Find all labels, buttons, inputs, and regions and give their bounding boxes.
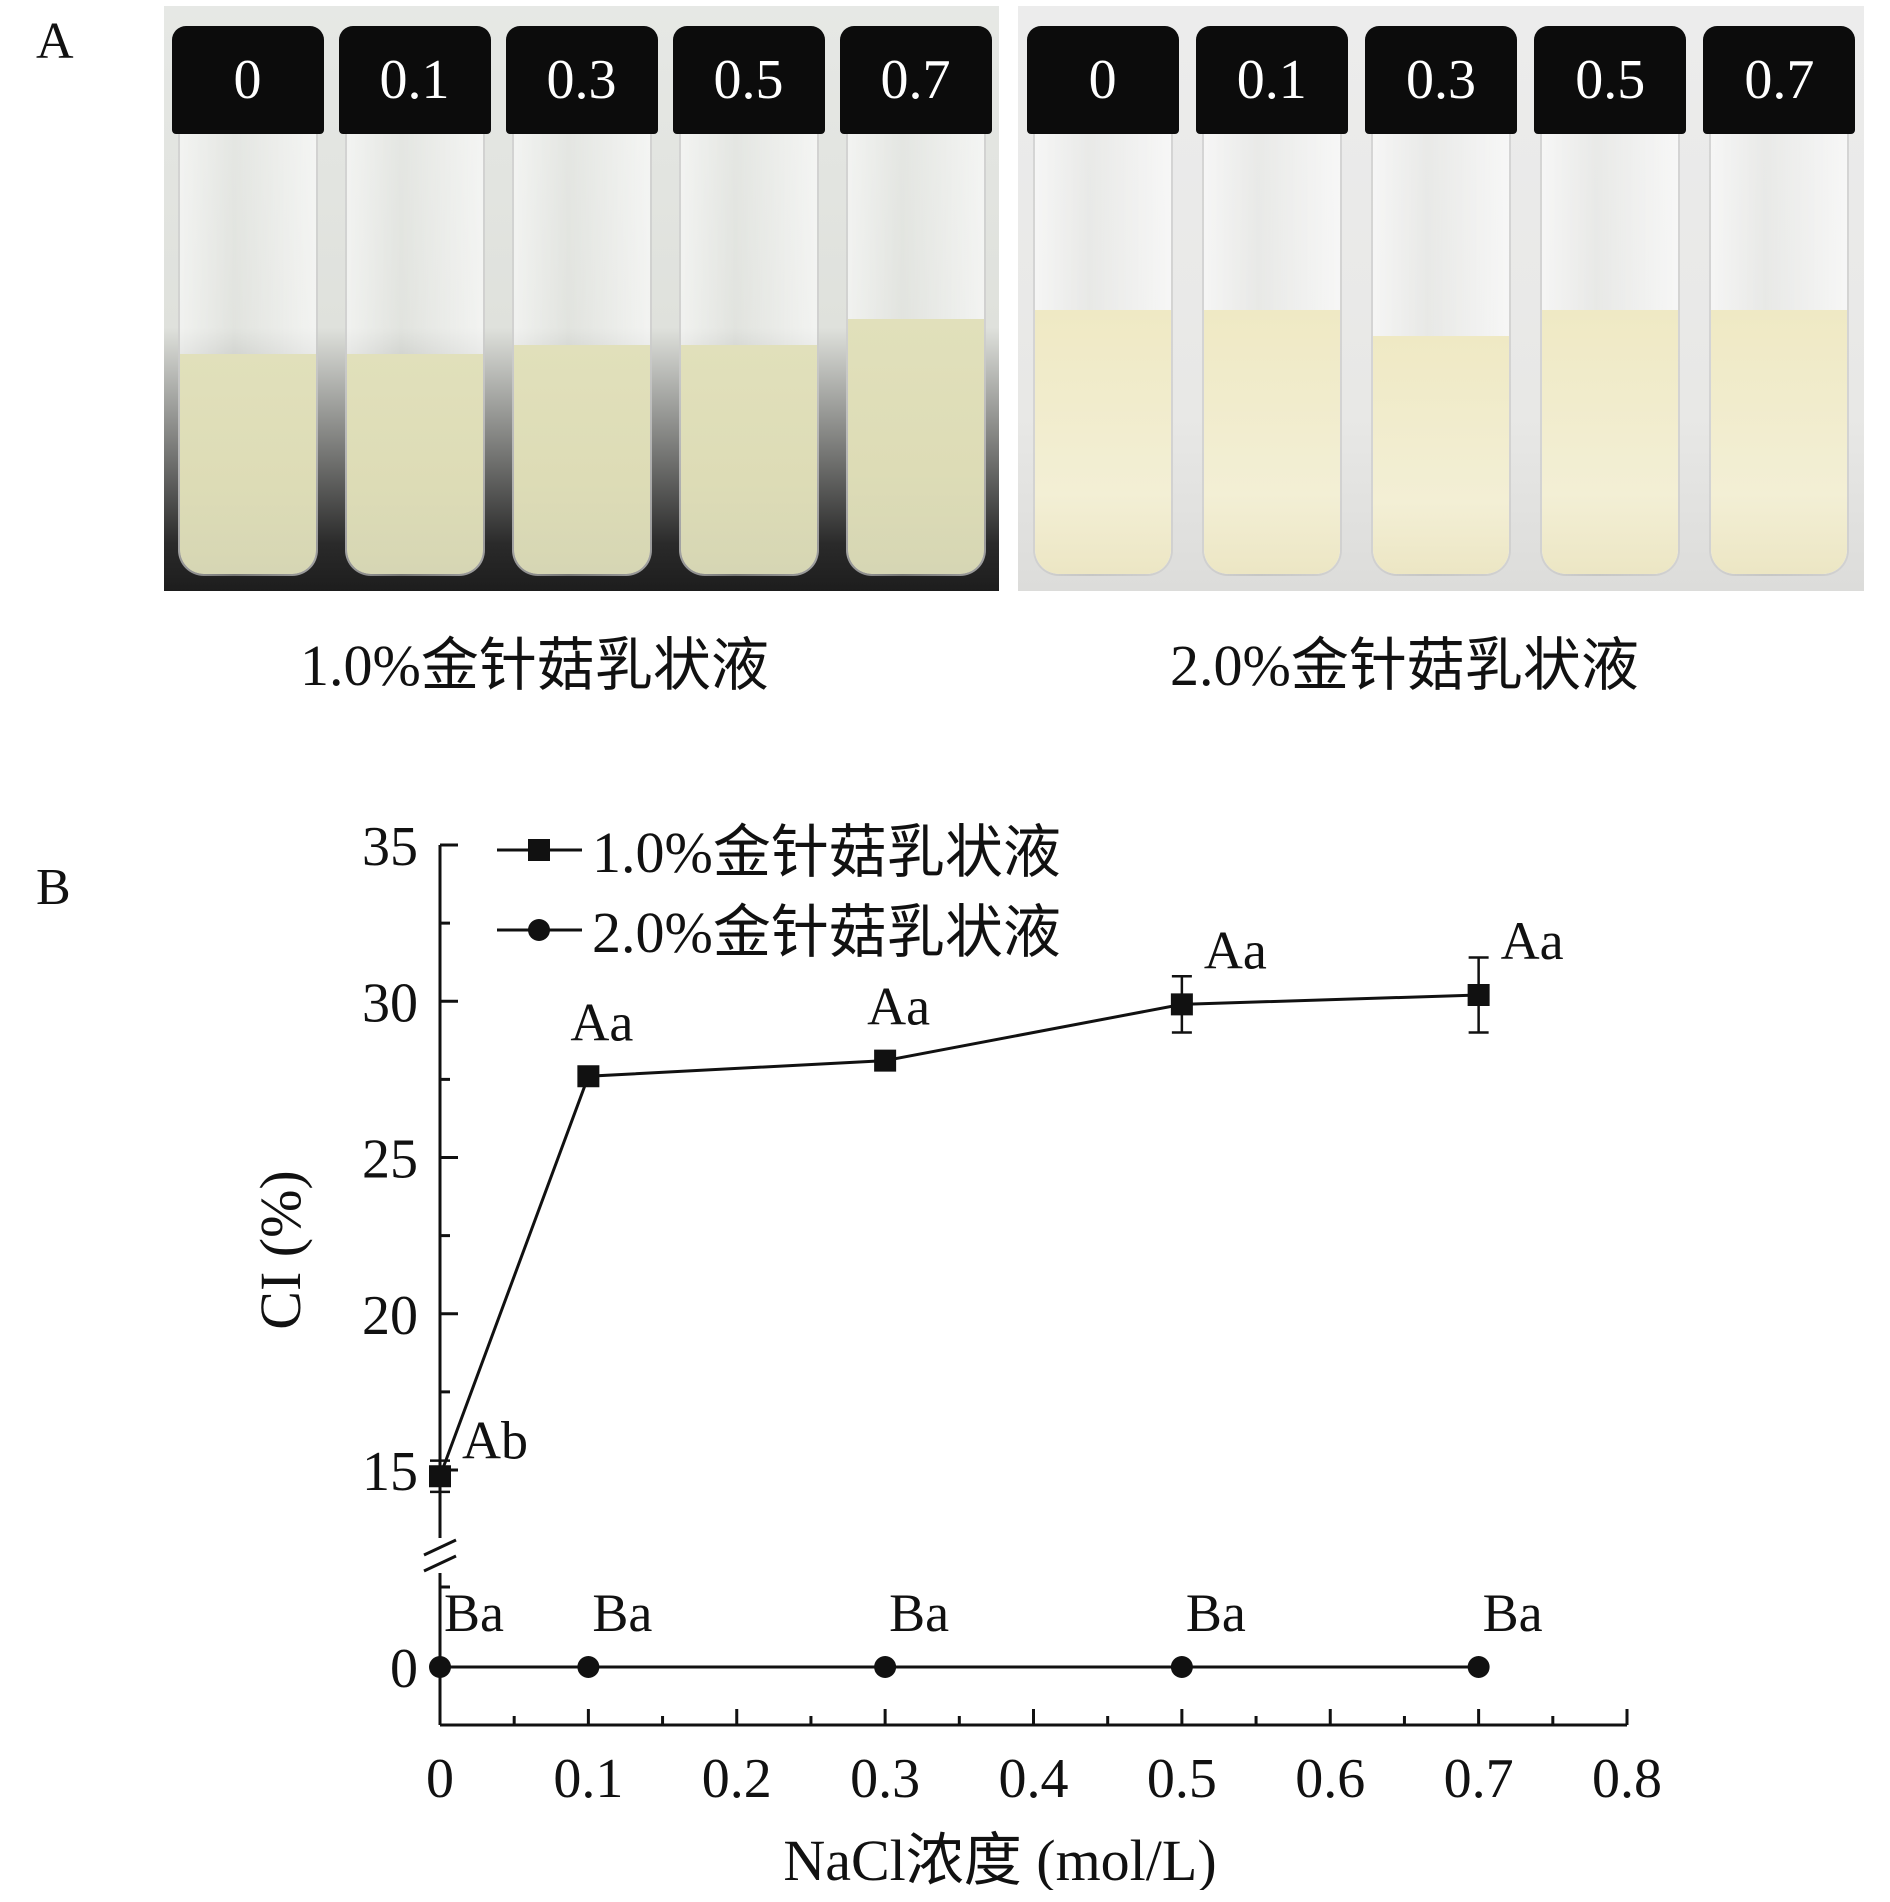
y-tick-label: 30 <box>362 972 418 1034</box>
data-point-square <box>1170 993 1193 1016</box>
y-tick-label: 0 <box>390 1638 418 1700</box>
emulsion-liquid <box>346 354 483 574</box>
axis-break-mark <box>423 1554 457 1573</box>
x-axis-ticks: 0 0.1 0.2 0.3 0.4 0.5 0.6 0.7 0.8 <box>426 1709 1662 1810</box>
emulsion-liquid <box>179 354 316 574</box>
legend-marker-circle <box>528 919 550 941</box>
vials-photo-1-percent: 0 0.1 0.3 0.5 0.7 <box>164 6 999 591</box>
significance-label: Aa <box>570 992 633 1052</box>
x-tick-label: 0.7 <box>1444 1748 1514 1810</box>
chart-legend: 1.0%金针菇乳状液 2.0%金针菇乳状液 <box>497 820 1061 965</box>
y-tick-label: 20 <box>362 1285 418 1347</box>
x-tick-label: 0.3 <box>850 1748 920 1810</box>
vial-right-2: 0.3 <box>1365 6 1517 576</box>
vial-glass <box>344 134 485 576</box>
vial-cap-label: 0.5 <box>1534 26 1687 134</box>
data-point-circle <box>874 1656 897 1678</box>
axis-break-mark <box>423 1538 457 1557</box>
emulsion-liquid <box>513 345 650 574</box>
emulsion-liquid <box>1542 310 1679 574</box>
data-point-circle <box>1170 1656 1193 1678</box>
vial-left-0: 0 <box>171 6 324 576</box>
significance-label: Ba <box>592 1583 652 1643</box>
vial-cap-label: 0 <box>171 26 324 134</box>
significance-label: Aa <box>1501 911 1564 971</box>
vial-glass <box>511 134 652 576</box>
significance-label: Aa <box>867 977 930 1037</box>
vial-cap-label: 0 <box>1026 26 1179 134</box>
vial-glass <box>1032 134 1173 576</box>
x-tick-label: 0.1 <box>553 1748 623 1810</box>
significance-label: Ba <box>889 1583 949 1643</box>
vial-glass <box>1540 134 1681 576</box>
panel-label-b: B <box>36 859 71 916</box>
legend-label: 1.0%金针菇乳状液 <box>592 820 1061 885</box>
vial-glass <box>678 134 819 576</box>
data-point-circle <box>577 1656 600 1678</box>
vial-cap-label: 0.7 <box>839 26 992 134</box>
data-point-square <box>1467 984 1490 1006</box>
legend-marker-square <box>528 839 550 861</box>
emulsion-liquid <box>1034 310 1171 574</box>
significance-label: Ba <box>444 1583 504 1643</box>
data-point-square <box>577 1065 600 1088</box>
significance-label: Aa <box>1204 920 1267 980</box>
vial-left-4: 0.7 <box>839 6 992 576</box>
vial-left-1: 0.1 <box>338 6 491 576</box>
data-point-square <box>874 1049 897 1072</box>
x-tick-label: 0.5 <box>1147 1748 1217 1810</box>
chart-series: Ab Aa Aa Aa Aa Ba Ba Ba Ba Ba <box>429 911 1564 1678</box>
data-point-circle <box>1467 1656 1490 1678</box>
vial-right-1: 0.1 <box>1195 6 1348 576</box>
y-tick-label: 25 <box>362 1129 418 1191</box>
ci-line-chart: 0 0.1 0.2 0.3 0.4 0.5 0.6 0.7 0.8 0 15 20 25 30 35 Ab… <box>248 816 1662 1890</box>
data-point-circle <box>429 1656 451 1678</box>
vial-cap-label: 0.3 <box>505 26 658 134</box>
y-axis-ticks: 0 15 20 25 30 35 <box>362 816 458 1700</box>
vial-cap-label: 0.1 <box>1195 26 1348 134</box>
x-tick-label: 0.8 <box>1592 1748 1662 1810</box>
x-axis-label: NaCl浓度 (mol/L) <box>783 1828 1216 1890</box>
vials-photo-2-percent: 0 0.1 0.3 0.5 0.7 <box>1018 6 1864 591</box>
vial-right-3: 0.5 <box>1534 6 1687 576</box>
y-tick-label: 35 <box>362 816 418 878</box>
vial-cap-label: 0.5 <box>672 26 825 134</box>
y-axis-label: CI (%) <box>248 1170 313 1329</box>
x-tick-label: 0 <box>426 1748 454 1810</box>
x-tick-label: 0.4 <box>999 1748 1069 1810</box>
vial-right-0: 0 <box>1026 6 1179 576</box>
y-tick-label: 15 <box>362 1441 418 1503</box>
x-tick-label: 0.2 <box>702 1748 772 1810</box>
panel-label-a: A <box>36 13 74 70</box>
vial-glass <box>1371 134 1511 576</box>
vial-cap-label: 0.1 <box>338 26 491 134</box>
photo-caption-1-percent: 1.0%金针菇乳状液 <box>300 633 769 698</box>
vial-cap-label: 0.7 <box>1703 26 1856 134</box>
vial-left-2: 0.3 <box>505 6 658 576</box>
vial-glass <box>177 134 318 576</box>
vial-right-4: 0.7 <box>1703 6 1856 576</box>
significance-label: Ab <box>462 1410 528 1470</box>
emulsion-liquid <box>1373 336 1509 574</box>
emulsion-liquid <box>847 318 984 574</box>
vial-cap-label: 0.3 <box>1365 26 1517 134</box>
vial-glass <box>1709 134 1850 576</box>
significance-label: Ba <box>1186 1583 1246 1643</box>
vial-left-3: 0.5 <box>672 6 825 576</box>
emulsion-liquid <box>680 345 817 574</box>
emulsion-liquid <box>1711 310 1848 574</box>
x-tick-label: 0.6 <box>1295 1748 1365 1810</box>
vial-glass <box>1201 134 1342 576</box>
data-point-square <box>429 1465 451 1488</box>
vial-glass <box>845 134 986 576</box>
photo-caption-2-percent: 2.0%金针菇乳状液 <box>1170 633 1639 698</box>
significance-label: Ba <box>1483 1583 1543 1643</box>
emulsion-liquid <box>1203 310 1340 574</box>
legend-label: 2.0%金针菇乳状液 <box>592 900 1061 965</box>
